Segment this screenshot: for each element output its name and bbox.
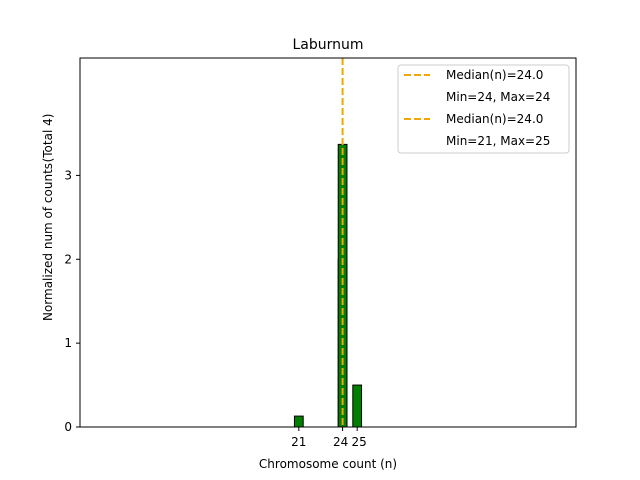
y-tick-label-2: 2 <box>64 252 72 266</box>
chart-title: Laburnum <box>292 37 363 53</box>
plot-frame <box>79 57 577 428</box>
x-ticks: 21 24 25 <box>291 427 367 449</box>
bars-layer <box>80 143 576 428</box>
legend-label-2: Median(n)=24.0 <box>446 112 543 126</box>
bar-series2-n21 <box>293 415 304 428</box>
x-tick-label-21: 21 <box>291 435 306 449</box>
x-axis-label: Chromosome count (n) <box>259 457 397 471</box>
x-tick-label-24: 24 <box>333 435 348 449</box>
legend-box <box>397 64 570 154</box>
y-ticks: 0 1 2 3 <box>64 168 80 434</box>
y-tick-label-3: 3 <box>64 168 72 182</box>
bar-series2-n25 <box>352 384 363 428</box>
legend: Median(n)=24.0 Min=24, Max=24 Median(n)=… <box>397 64 570 154</box>
y-axis-total-note: (Total 4) <box>41 114 55 163</box>
legend-label-1: Median(n)=24.0 <box>446 68 543 82</box>
legend-sub-2: Min=21, Max=25 <box>446 134 550 148</box>
y-tick-label-1: 1 <box>64 336 72 350</box>
y-tick-label-0: 0 <box>64 420 72 434</box>
legend-sub-1: Min=24, Max=24 <box>446 90 550 104</box>
x-tick-label-25: 25 <box>352 435 367 449</box>
y-axis-label: Normalized num of counts <box>41 163 55 321</box>
